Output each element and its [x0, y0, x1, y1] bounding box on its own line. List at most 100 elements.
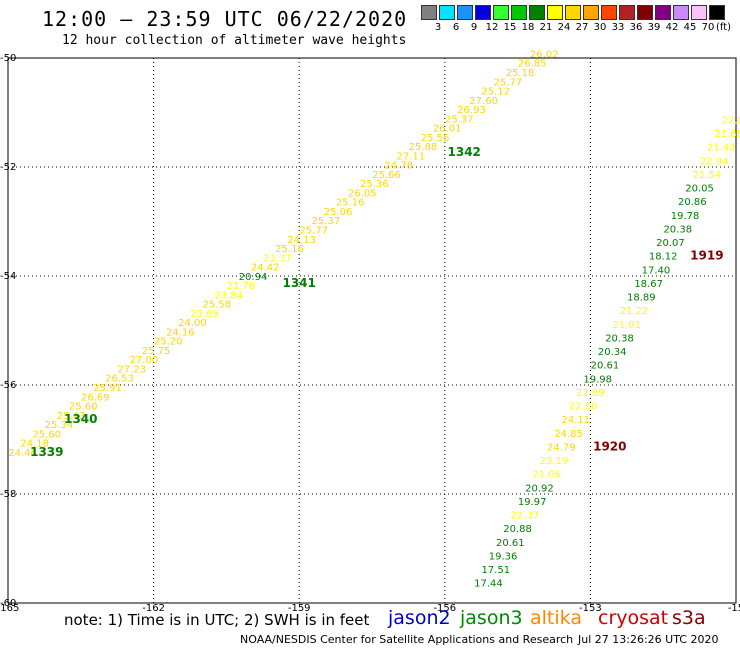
swh-value: 25.58 — [202, 300, 231, 311]
swh-value: 20.88 — [503, 524, 532, 535]
legend-cryosat: cryosat — [598, 607, 669, 629]
x-tick-label: -165 — [0, 603, 19, 614]
swh-value: 27.11 — [397, 151, 426, 162]
track-time-label: 1340 — [64, 412, 97, 426]
swh-value: 25.18 — [506, 68, 535, 79]
swh-value: 17.51 — [481, 565, 510, 576]
legend-s3a: s3a — [672, 607, 706, 629]
swh-value: 27.00 — [130, 355, 159, 366]
swh-value: 26.69 — [81, 392, 110, 403]
x-tick-label: -153 — [579, 603, 602, 614]
y-tick-label: -52 — [0, 162, 16, 173]
swh-value: 19.98 — [583, 374, 612, 385]
swh-value: 25.60 — [33, 429, 62, 440]
swh-value: 21.42 — [707, 143, 736, 154]
legend-jason2: jason2 — [388, 607, 451, 629]
swh-value: 21.22 — [620, 306, 649, 317]
y-tick-label: -50 — [0, 53, 16, 64]
swh-value: 20.61 — [591, 361, 620, 372]
swh-value: 20.38 — [605, 333, 634, 344]
colorbar-label: 24 — [557, 22, 571, 33]
y-tick-label: -56 — [0, 380, 16, 391]
colorbar-swatch — [583, 5, 599, 20]
chart-subtitle: 12 hour collection of altimeter wave hei… — [62, 33, 407, 48]
swh-value: 24.00 — [178, 318, 207, 329]
y-tick-label: -60 — [0, 598, 16, 609]
colorbar-label: 45 — [683, 22, 697, 33]
swh-value: 23.37 — [263, 253, 292, 264]
colorbar-swatch — [565, 5, 581, 20]
swh-value: 22.94 — [700, 156, 729, 167]
swh-value: 24.13 — [287, 235, 316, 246]
swh-value: 21.68 — [714, 129, 740, 140]
x-tick-label: -162 — [142, 603, 165, 614]
colorbar-swatch — [619, 5, 635, 20]
swh-value: 25.34 — [45, 420, 74, 431]
plot-frame — [7, 57, 737, 604]
colorbar-swatch — [601, 5, 617, 20]
colorbar-label: 42 — [665, 22, 679, 33]
swh-value: 25.12 — [481, 87, 510, 98]
colorbar-swatch — [511, 5, 527, 20]
colorbar-label: 27 — [575, 22, 589, 33]
swh-value: 18.12 — [649, 252, 678, 263]
swh-value: 21.01 — [612, 320, 641, 331]
legend-jason3: jason3 — [460, 607, 523, 629]
y-tick-label: -58 — [0, 489, 16, 500]
swh-value: 26.93 — [457, 105, 486, 116]
swh-value: 25.37 — [312, 216, 341, 227]
swh-value: 26.02 — [530, 49, 559, 60]
swh-value: 22.37 — [511, 511, 540, 522]
colorbar-label: 33 — [611, 22, 625, 33]
swh-value: 17.40 — [642, 265, 671, 276]
colorbar-swatch — [421, 5, 437, 20]
colorbar-label: 3 — [434, 22, 442, 33]
swh-value: 18.89 — [627, 293, 656, 304]
legend-altika: altika — [530, 607, 582, 629]
colorbar-label: 6 — [452, 22, 460, 33]
colorbar-label: 12 — [485, 22, 499, 33]
swh-value: 20.34 — [598, 347, 627, 358]
swh-value: 20.07 — [656, 238, 685, 249]
chart-title: 12:00 – 23:59 UTC 06/22/2020 — [42, 7, 408, 31]
swh-value: 20.92 — [525, 483, 554, 494]
track-time-label: 1339 — [30, 445, 63, 459]
swh-value: 24.11 — [562, 415, 591, 426]
colorbar-swatch — [529, 5, 545, 20]
swh-value: 20.94 — [239, 272, 268, 283]
track-time-label: 1920 — [593, 439, 626, 453]
swh-value: 22.09 — [722, 115, 740, 126]
colorbar-label: 21 — [539, 22, 553, 33]
colorbar-swatch — [493, 5, 509, 20]
swh-value: 22.60 — [569, 402, 598, 413]
swh-value: 25.16 — [336, 198, 365, 209]
swh-value: 25.88 — [409, 142, 438, 153]
swh-value: 24.42 — [251, 263, 280, 274]
track-time-label: 1342 — [448, 145, 481, 159]
swh-value: 24.78 — [384, 161, 413, 172]
y-tick-label: -54 — [0, 271, 16, 282]
colorbar-label: 18 — [521, 22, 535, 33]
swh-value: 23.84 — [215, 290, 244, 301]
swh-value: 25.37 — [445, 114, 474, 125]
swh-value: 18.67 — [634, 279, 663, 290]
swh-value: 17.44 — [474, 579, 503, 590]
colorbar-swatch — [691, 5, 707, 20]
swh-value: 25.60 — [69, 402, 98, 413]
swh-value: 19.78 — [671, 211, 700, 222]
swh-value: 24.46 — [8, 448, 37, 459]
colorbar-label: 36 — [629, 22, 643, 33]
x-tick-label: -156 — [433, 603, 456, 614]
swh-value: 25.77 — [299, 225, 328, 236]
swh-value: 25.20 — [154, 337, 183, 348]
swh-value: 25.91 — [93, 383, 122, 394]
swh-value: 22.89 — [576, 388, 605, 399]
colorbar-unit: (ft) — [716, 22, 732, 33]
swh-value: 23.19 — [540, 456, 569, 467]
swh-value: 21.76 — [227, 281, 256, 292]
colorbar-swatch — [709, 5, 725, 20]
swh-value: 19.36 — [489, 551, 518, 562]
note-text: note: 1) Time is in UTC; 2) SWH is in fe… — [64, 611, 370, 629]
swh-value: 21.54 — [693, 170, 722, 181]
